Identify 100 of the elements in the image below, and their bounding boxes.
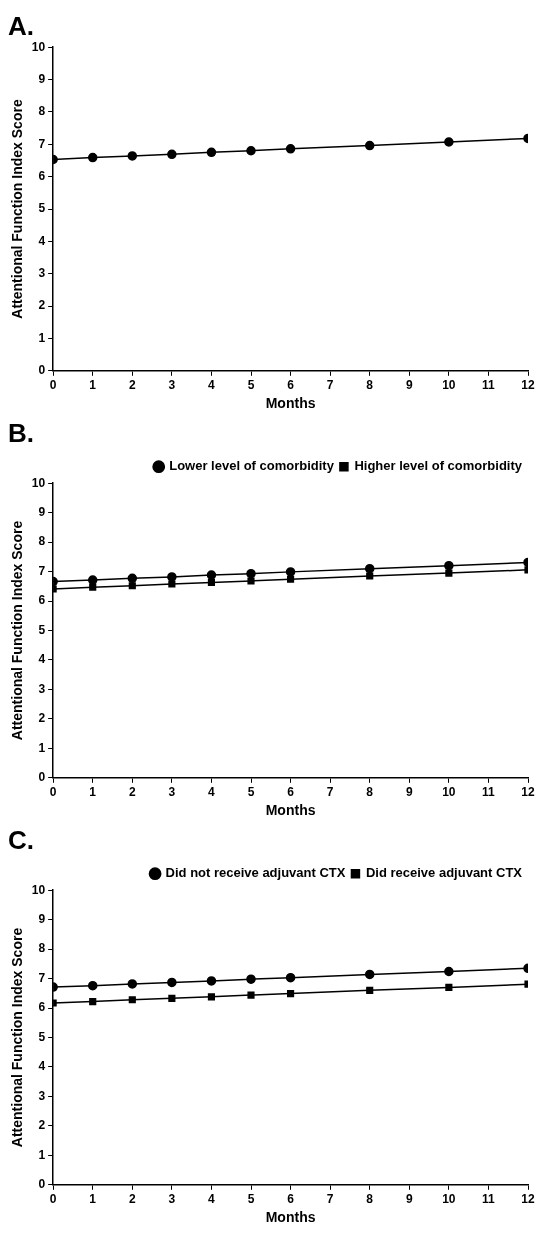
y-tick-label: 2 <box>38 711 46 726</box>
y-tick-label: 7 <box>38 136 46 151</box>
chart-title: C. <box>8 824 34 855</box>
x-axis-title: Months <box>265 1209 316 1226</box>
x-tick-label: 3 <box>168 785 176 800</box>
x-tick-label: 5 <box>247 785 255 800</box>
y-tick-label: 1 <box>38 1147 46 1162</box>
point <box>444 966 454 977</box>
x-tick-label: 1 <box>89 785 97 800</box>
point <box>364 563 375 574</box>
y-tick-label: 9 <box>38 911 46 926</box>
x-tick-label: 4 <box>208 785 216 800</box>
y-tick-label: 4 <box>38 233 46 248</box>
y-axis-title: Attentional Function Index Score <box>9 927 26 1148</box>
y-tick-label: 4 <box>38 652 46 667</box>
point <box>127 573 138 584</box>
point <box>89 997 97 1006</box>
x-tick-label: 12 <box>521 378 535 393</box>
chart-title: A. <box>8 10 34 41</box>
point <box>287 990 295 998</box>
point <box>128 996 136 1004</box>
x-tick-label: 12 <box>521 785 535 800</box>
x-tick-label: 5 <box>247 378 255 393</box>
x-tick-label: 9 <box>405 1192 413 1207</box>
x-axis-title: Months <box>265 802 316 819</box>
x-tick-label: 0 <box>49 1192 57 1207</box>
x-tick-label: 9 <box>405 378 413 393</box>
y-tick-label: 5 <box>38 622 46 637</box>
x-tick-label: 7 <box>326 378 334 393</box>
point <box>285 972 296 983</box>
x-tick-label: 2 <box>128 1192 136 1207</box>
y-tick-label: 8 <box>38 534 46 549</box>
point <box>364 140 375 151</box>
x-tick-label: 12 <box>521 1192 535 1207</box>
x-tick-label: 10 <box>442 785 456 800</box>
point <box>246 568 256 579</box>
point <box>366 986 374 994</box>
x-tick-label: 8 <box>366 1192 374 1207</box>
x-tick-label: 2 <box>128 378 136 393</box>
point <box>89 583 97 591</box>
x-tick-label: 1 <box>89 378 97 393</box>
y-tick-label: 3 <box>38 681 46 696</box>
point <box>207 993 216 1001</box>
point <box>444 560 454 571</box>
point <box>127 979 138 989</box>
x-tick-label: 6 <box>287 785 295 800</box>
point <box>285 144 296 154</box>
legend-label: Did not receive adjuvant CTX <box>165 865 346 881</box>
point <box>167 572 177 582</box>
x-tick-label: 2 <box>128 785 136 800</box>
x-tick-label: 11 <box>482 378 496 393</box>
x-tick-label: 11 <box>482 1192 496 1207</box>
y-tick-label: 10 <box>31 39 46 54</box>
y-tick-label: 1 <box>38 330 46 345</box>
point <box>247 577 255 585</box>
y-tick-label: 9 <box>38 504 46 519</box>
y-tick-label: 2 <box>38 1118 46 1133</box>
x-tick-label: 3 <box>168 378 176 393</box>
point <box>168 580 176 588</box>
x-tick-label: 8 <box>366 785 374 800</box>
x-tick-label: 6 <box>287 378 295 393</box>
point <box>127 151 138 161</box>
point <box>366 572 374 580</box>
point <box>168 994 176 1002</box>
y-tick-label: 7 <box>38 970 46 985</box>
point <box>287 575 295 583</box>
x-tick-label: 11 <box>482 785 496 800</box>
y-tick-label: 8 <box>38 941 46 956</box>
point <box>207 578 216 587</box>
y-tick-label: 3 <box>38 1088 46 1103</box>
x-axis-title: Months <box>265 395 316 412</box>
y-tick-label: 8 <box>38 104 46 119</box>
x-tick-label: 9 <box>405 785 413 800</box>
chart-title: B. <box>8 417 34 448</box>
point <box>247 991 255 999</box>
point <box>128 582 136 590</box>
y-tick-label: 2 <box>38 298 46 313</box>
x-tick-label: 4 <box>208 1192 216 1207</box>
x-tick-label: 8 <box>366 378 374 393</box>
point <box>87 980 98 991</box>
point <box>87 152 98 163</box>
x-tick-label: 0 <box>49 378 57 393</box>
y-tick-label: 10 <box>31 475 46 490</box>
x-tick-label: 0 <box>49 785 57 800</box>
x-tick-label: 1 <box>89 1192 97 1207</box>
point <box>206 147 217 158</box>
x-tick-label: 5 <box>247 1192 255 1207</box>
y-tick-label: 0 <box>38 363 46 378</box>
y-axis-title: Attentional Function Index Score <box>9 520 26 741</box>
y-tick-label: 5 <box>38 1029 46 1044</box>
y-tick-label: 6 <box>38 1000 46 1015</box>
point <box>364 969 375 980</box>
point <box>285 567 296 577</box>
point <box>206 976 217 986</box>
y-tick-label: 5 <box>38 201 46 216</box>
y-tick-label: 6 <box>38 168 46 183</box>
point <box>246 974 256 984</box>
point <box>246 146 256 156</box>
x-tick-label: 4 <box>208 378 216 393</box>
point <box>444 137 454 147</box>
